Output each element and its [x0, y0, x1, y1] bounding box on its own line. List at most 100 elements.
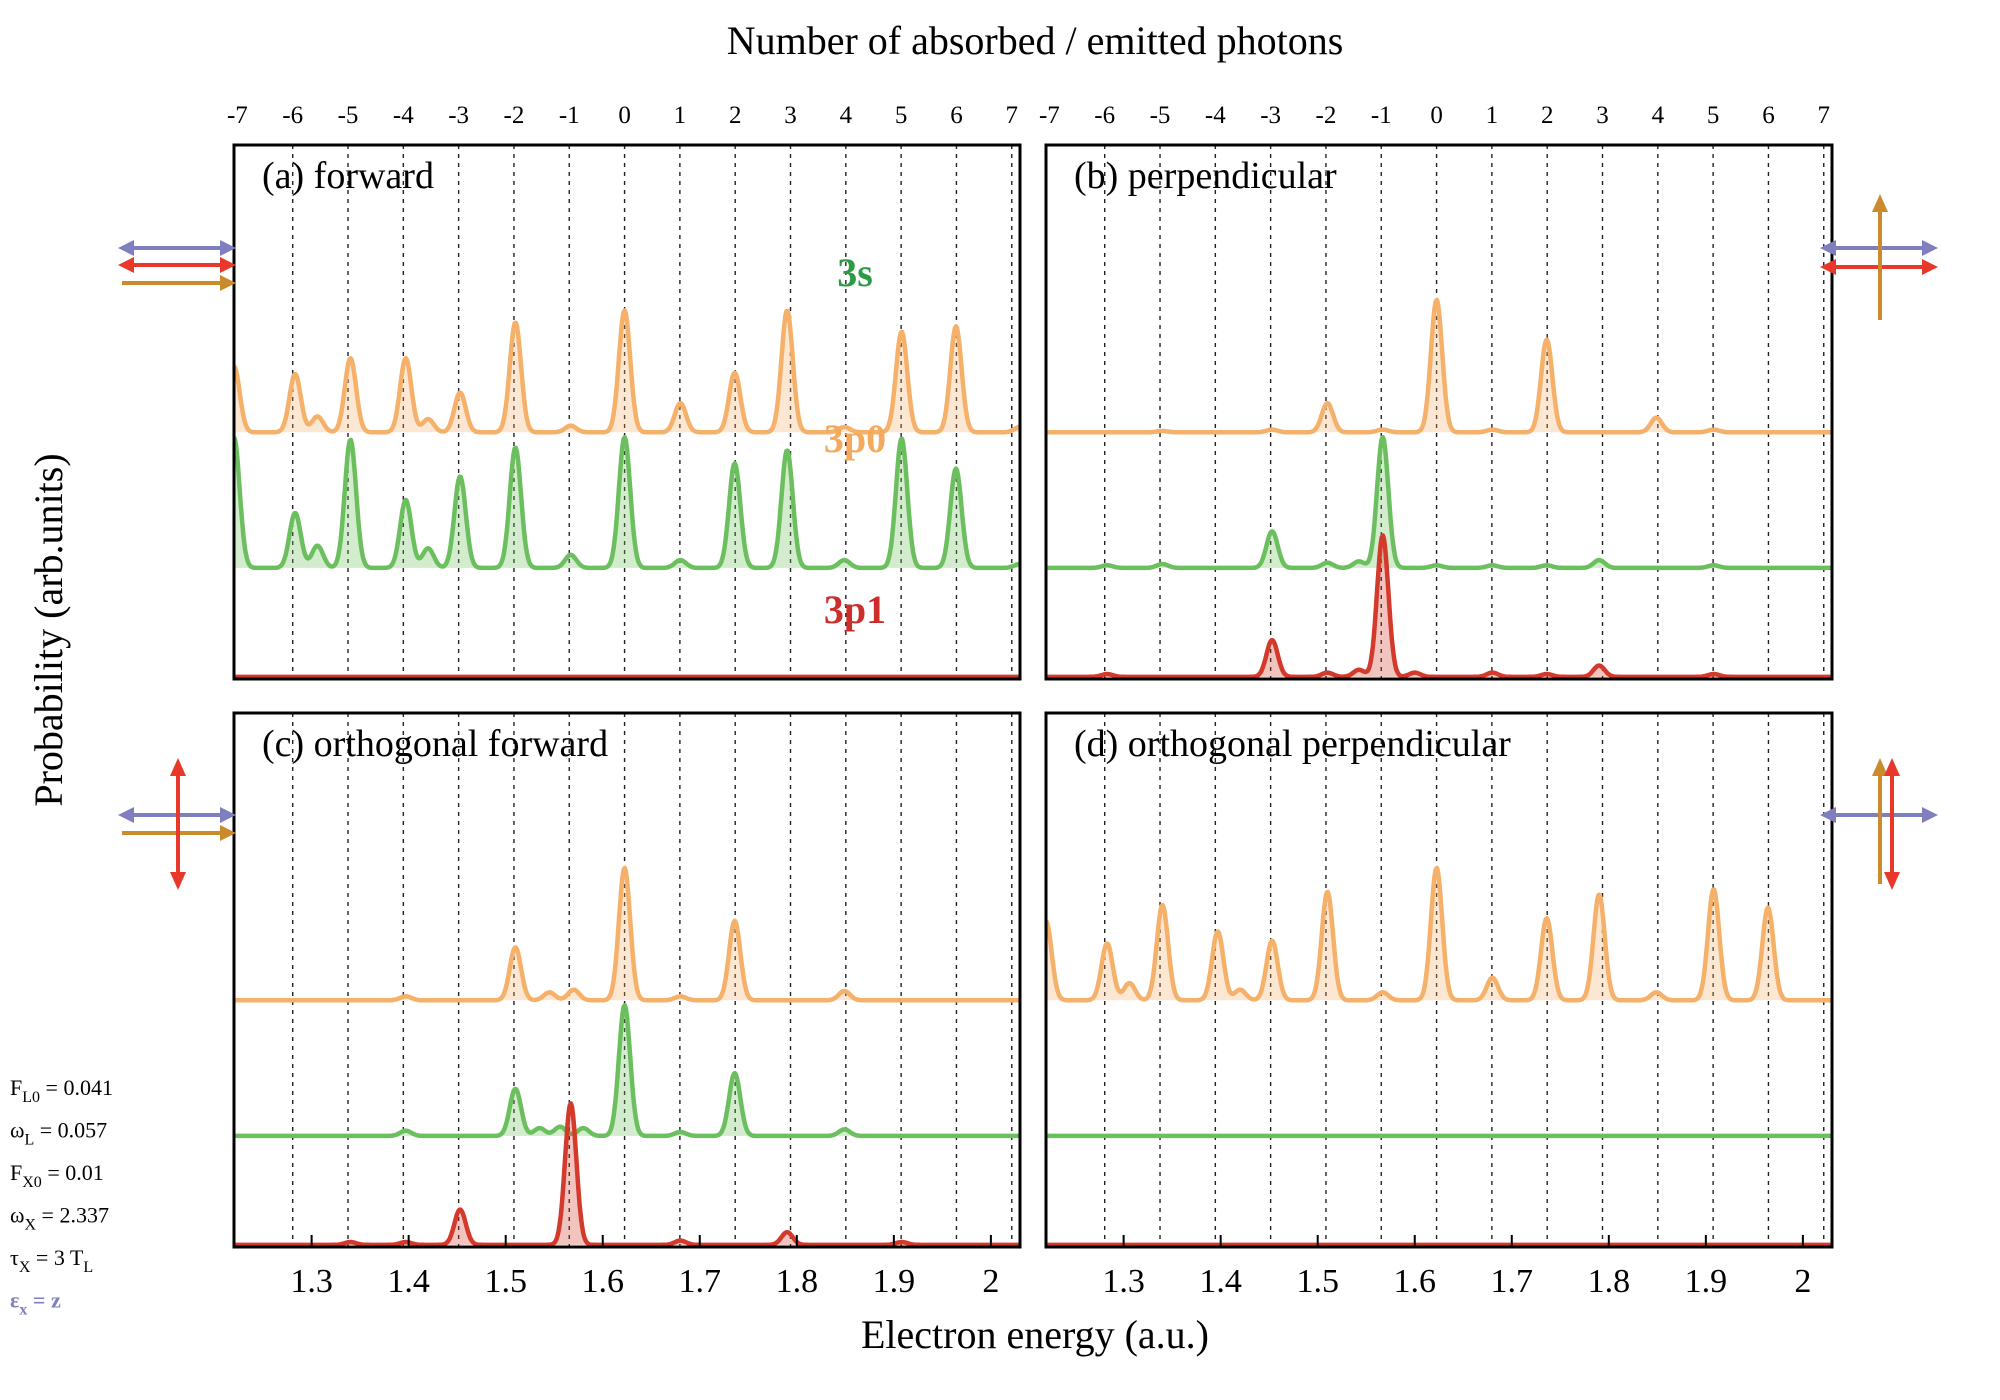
- photon-tick-label: -7: [227, 102, 248, 129]
- polarization-orthogonal-forward-icon: [118, 758, 236, 890]
- plot-frame: [232, 711, 1022, 1249]
- series-3s: [234, 434, 1020, 571]
- photon-tick-label: -4: [393, 102, 414, 129]
- photon-tick-label: -2: [504, 102, 525, 129]
- series-3p0: [234, 865, 1020, 1003]
- x-tick-label: 1.9: [1685, 1263, 1728, 1300]
- photon-tick-label: 5: [1707, 102, 1720, 129]
- series-line: [234, 1002, 1020, 1139]
- photon-tick-label: 6: [1762, 102, 1775, 129]
- series-line: [1046, 297, 1832, 435]
- param-line: τX = 3 TL: [10, 1245, 93, 1276]
- photon-tick-label: -3: [1260, 102, 1281, 129]
- series-3p1: [234, 1101, 1020, 1247]
- photon-tick-label: 2: [1541, 102, 1554, 129]
- param-line: εx = z: [10, 1288, 61, 1319]
- x-axis-title: Electron energy (a.u.): [861, 1312, 1209, 1357]
- panel-2: (c) orthogonal forward 1.3 1.4 1.5 1.6 1.7 1.8…: [232, 711, 1022, 1300]
- x-tick-label: 1.7: [679, 1263, 722, 1300]
- series-line: [1046, 865, 1832, 1003]
- series-fill: [1046, 535, 1832, 677]
- series-fill: [234, 310, 1020, 433]
- series-line: [1046, 533, 1832, 679]
- series-fill: [1046, 867, 1832, 1001]
- series-line: [1046, 434, 1832, 571]
- photon-tick-label: -6: [282, 102, 303, 129]
- photon-tick-label: 1: [1486, 102, 1499, 129]
- series-fill: [234, 437, 1020, 568]
- photon-tick-label: -5: [1150, 102, 1171, 129]
- series-line: [234, 1101, 1020, 1247]
- panel-3: (d) orthogonal perpendicular 1.3 1.4 1.5 1.6…: [1044, 711, 1834, 1300]
- panels: (a) forward -7 -6 -5 -4 -3 -2 -1 0 1 2 3 4 5 6 7 (b) per…: [227, 102, 1834, 1300]
- x-tick-label: 2: [982, 1263, 999, 1300]
- photon-tick-label: -1: [559, 102, 580, 129]
- polarization-orthogonal-perpendicular-icon: [1820, 758, 1938, 890]
- parameter-list: FL0 = 0.041 ωL = 0.057 FX0 = 0.01 ωX = 2.33…: [10, 1075, 113, 1319]
- series-label-3p1: 3p1: [824, 587, 886, 632]
- series-label-3p0: 3p0: [824, 416, 886, 461]
- x-tick-label: 1.7: [1491, 1263, 1534, 1300]
- grid-lines: [1104, 713, 1825, 1247]
- photon-tick-label: -7: [1039, 102, 1060, 129]
- panel-label: (a) forward: [262, 155, 434, 197]
- x-tick-label: 1.5: [484, 1263, 527, 1300]
- series-label-3s: 3s: [837, 250, 873, 295]
- x-tick-label: 1.5: [1296, 1263, 1339, 1300]
- series-line: [234, 308, 1020, 435]
- grid-lines: [1104, 145, 1825, 679]
- panel-label: (c) orthogonal forward: [262, 723, 608, 765]
- x-tick-label: 2: [1794, 1263, 1811, 1300]
- photon-tick-label: 7: [1818, 102, 1831, 129]
- x-tick-label: 1.6: [1393, 1263, 1436, 1300]
- panel-0: (a) forward -7 -6 -5 -4 -3 -2 -1 0 1 2 3 4 5 6 7: [227, 102, 1022, 681]
- photon-tick-label: 0: [1430, 102, 1443, 129]
- series-3p0: [1046, 297, 1832, 435]
- photon-tick-label: 6: [950, 102, 963, 129]
- x-tick-label: 1.6: [581, 1263, 624, 1300]
- photon-tick-label: -2: [1316, 102, 1337, 129]
- series-fill: [234, 1005, 1020, 1136]
- param-line: ωX = 2.337: [10, 1203, 109, 1234]
- plot-frame: [1044, 711, 1834, 1249]
- series-3s: [234, 1002, 1020, 1139]
- panel-label: (d) orthogonal perpendicular: [1074, 723, 1511, 765]
- photon-tick-label: 4: [840, 102, 853, 129]
- series-3p0: [234, 308, 1020, 435]
- panel-label: (b) perpendicular: [1074, 155, 1337, 197]
- photon-tick-label: 0: [618, 102, 631, 129]
- x-tick-label: 1.4: [1199, 1263, 1242, 1300]
- photon-tick-label: 3: [784, 102, 797, 129]
- series-3s: [1046, 434, 1832, 571]
- plot-frame: [1044, 143, 1834, 681]
- x-tick-label: 1.3: [290, 1263, 333, 1300]
- param-line: ωL = 0.057: [10, 1118, 107, 1149]
- grid-lines: [292, 713, 1013, 1247]
- photon-tick-label: -3: [448, 102, 469, 129]
- photon-tick-label: 7: [1006, 102, 1019, 129]
- photon-tick-label: 1: [674, 102, 687, 129]
- series-3p0: [1046, 865, 1832, 1003]
- series-line: [234, 434, 1020, 571]
- series-labels: 3s 3p0 3p1: [824, 250, 886, 632]
- photon-tick-label: 2: [729, 102, 742, 129]
- param-line: FL0 = 0.041: [10, 1075, 113, 1106]
- photon-tick-label: -5: [338, 102, 359, 129]
- photon-tick-label: 3: [1596, 102, 1609, 129]
- top-axis-title: Number of absorbed / emitted photons: [727, 18, 1344, 63]
- x-tick-label: 1.4: [387, 1263, 430, 1300]
- panel-1: (b) perpendicular -7 -6 -5 -4 -3 -2 -1 0 1 2 3 4 5 6 7: [1039, 102, 1834, 681]
- series-fill: [1046, 299, 1832, 433]
- series-fill: [1046, 437, 1832, 568]
- polarization-perpendicular-icon: [1820, 194, 1938, 320]
- series-line: [234, 865, 1020, 1003]
- y-axis-title: Probability (arb.units): [26, 453, 71, 806]
- x-tick-label: 1.9: [873, 1263, 916, 1300]
- grid-lines: [292, 145, 1013, 679]
- photon-tick-label: 4: [1652, 102, 1665, 129]
- photon-tick-label: -1: [1371, 102, 1392, 129]
- series-3p1: [1046, 533, 1832, 679]
- photon-tick-label: -4: [1205, 102, 1226, 129]
- photon-tick-label: 5: [895, 102, 908, 129]
